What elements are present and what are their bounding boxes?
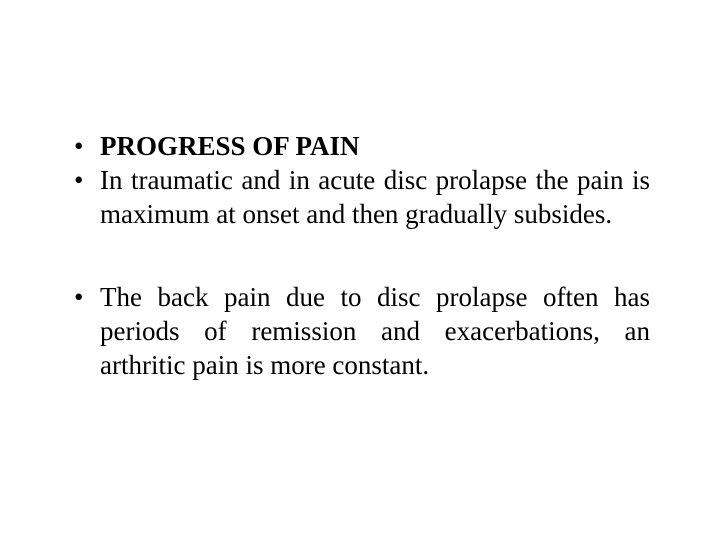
bullet-heading-text: PROGRESS OF PAIN bbox=[100, 130, 650, 164]
bullet-body-text: The back pain due to disc prolapse often… bbox=[100, 281, 650, 382]
bullet-body-row: • The back pain due to disc prolapse oft… bbox=[70, 281, 650, 382]
bullet-body-text: In traumatic and in acute disc prolapse … bbox=[100, 164, 650, 232]
bullet-body-row: • In traumatic and in acute disc prolaps… bbox=[70, 164, 650, 232]
bullet-marker-icon: • bbox=[70, 281, 100, 315]
bullet-group-2: • The back pain due to disc prolapse oft… bbox=[70, 281, 650, 382]
bullet-marker-icon: • bbox=[70, 164, 100, 198]
bullet-marker-icon: • bbox=[70, 130, 100, 164]
bullet-heading-row: • PROGRESS OF PAIN bbox=[70, 130, 650, 164]
bullet-group-1: • PROGRESS OF PAIN • In traumatic and in… bbox=[70, 130, 650, 231]
